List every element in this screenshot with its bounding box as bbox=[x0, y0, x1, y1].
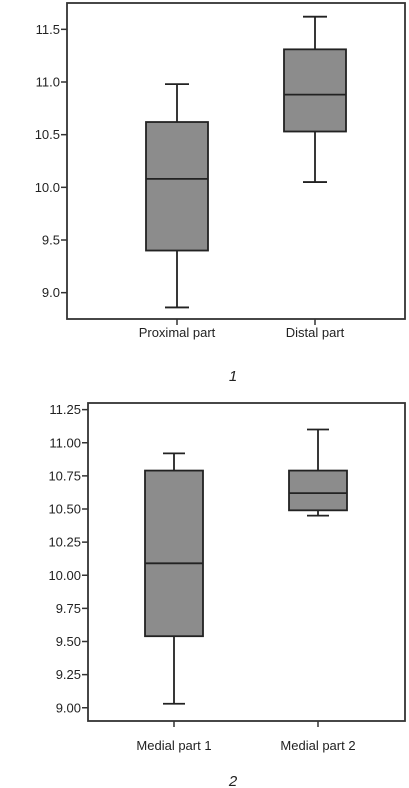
y-tick-label: 11.0 bbox=[36, 75, 60, 90]
box-series bbox=[144, 428, 348, 705]
box-iqr bbox=[288, 469, 348, 512]
y-tick-label: 9.00 bbox=[56, 700, 81, 715]
x-axis: Proximal part Distal part bbox=[139, 319, 345, 340]
y-tick-label: 10.5 bbox=[35, 127, 60, 142]
x-axis: Medial part 1 Medial part 2 bbox=[136, 721, 356, 753]
y-tick-label: 10.50 bbox=[48, 502, 81, 517]
y-tick-label: 11.00 bbox=[49, 435, 81, 450]
chart-panel-1: 9.0 9.5 10.0 10.5 11.0 11.5 Proximal part Dist… bbox=[35, 2, 406, 385]
y-tick-label: 9.50 bbox=[56, 634, 81, 649]
y-tick-label: 9.75 bbox=[56, 601, 81, 616]
y-tick-label: 10.00 bbox=[48, 568, 81, 583]
box-series bbox=[145, 15, 347, 309]
plot-frame bbox=[66, 2, 406, 320]
y-axis: 9.0 9.5 10.0 10.5 11.0 11.5 bbox=[35, 22, 67, 300]
category-label: Medial part 1 bbox=[136, 738, 211, 753]
chart-panel-2: 9.00 9.25 9.50 9.75 10.00 10.25 10.50 10.75 11.0… bbox=[48, 402, 406, 788]
y-tick-label: 9.0 bbox=[42, 285, 60, 300]
box-iqr bbox=[144, 469, 204, 638]
y-tick-label: 10.0 bbox=[35, 180, 60, 195]
panel-label: 2 bbox=[228, 773, 238, 788]
box-2 bbox=[283, 15, 347, 183]
y-tick-label: 11.5 bbox=[36, 22, 60, 37]
category-label: Distal part bbox=[286, 325, 345, 340]
plot-frame bbox=[87, 402, 406, 722]
y-tick-label: 10.25 bbox=[48, 535, 81, 550]
box-iqr bbox=[283, 48, 347, 133]
box-2 bbox=[288, 428, 348, 517]
y-tick-label: 9.25 bbox=[56, 667, 81, 682]
y-tick-label: 10.75 bbox=[48, 468, 81, 483]
box-1 bbox=[144, 452, 204, 705]
box-1 bbox=[145, 83, 209, 309]
y-tick-label: 9.5 bbox=[42, 233, 60, 248]
category-label: Medial part 2 bbox=[280, 738, 355, 753]
panel-label: 1 bbox=[229, 368, 237, 385]
y-axis: 9.00 9.25 9.50 9.75 10.00 10.25 10.50 10.75 11.0… bbox=[48, 402, 88, 715]
category-label: Proximal part bbox=[139, 325, 216, 340]
y-tick-label: 11.25 bbox=[49, 402, 81, 417]
box-iqr bbox=[145, 121, 209, 252]
